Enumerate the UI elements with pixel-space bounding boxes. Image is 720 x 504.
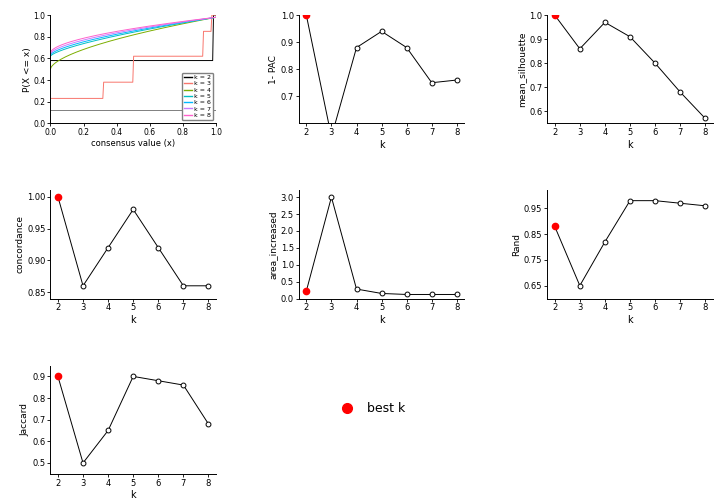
X-axis label: consensus value (x): consensus value (x) — [91, 139, 175, 148]
Y-axis label: 1- PAC: 1- PAC — [269, 55, 278, 84]
Y-axis label: P(X <= x): P(X <= x) — [23, 47, 32, 92]
X-axis label: k: k — [379, 315, 384, 325]
Y-axis label: Rand: Rand — [512, 233, 521, 256]
X-axis label: k: k — [627, 315, 633, 325]
X-axis label: k: k — [130, 490, 136, 500]
Y-axis label: Jaccard: Jaccard — [20, 403, 30, 436]
Legend: best k: best k — [330, 397, 410, 420]
X-axis label: k: k — [379, 140, 384, 150]
Y-axis label: mean_silhouette: mean_silhouette — [517, 31, 526, 107]
Legend: k = 2, k = 3, k = 4, k = 5, k = 6, k = 7, k = 8: k = 2, k = 3, k = 4, k = 5, k = 6, k = 7… — [182, 73, 213, 120]
Y-axis label: area_increased: area_increased — [269, 210, 278, 279]
X-axis label: k: k — [627, 140, 633, 150]
Y-axis label: concordance: concordance — [15, 215, 24, 274]
X-axis label: k: k — [130, 315, 136, 325]
